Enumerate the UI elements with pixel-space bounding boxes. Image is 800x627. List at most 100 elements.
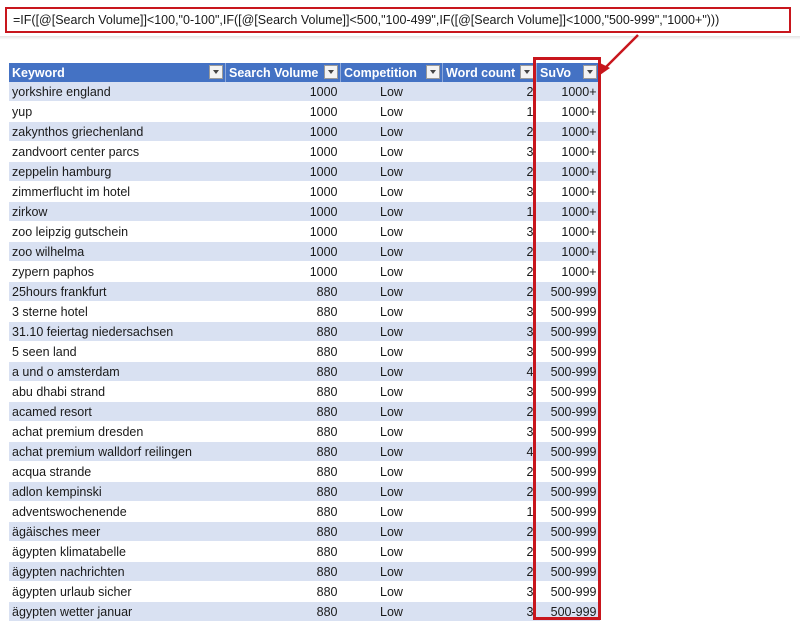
cell-competition[interactable]: Low xyxy=(340,461,443,482)
cell-suvo[interactable]: 500-999 xyxy=(536,541,600,562)
cell-keyword[interactable]: yorkshire england xyxy=(9,82,226,102)
cell-competition[interactable]: Low xyxy=(340,501,443,522)
cell-search-volume[interactable]: 1000 xyxy=(225,221,341,242)
cell-suvo[interactable]: 500-999 xyxy=(536,421,600,442)
cell-suvo[interactable]: 1000+ xyxy=(536,101,600,122)
cell-search-volume[interactable]: 880 xyxy=(225,601,341,622)
cell-keyword[interactable]: zirkow xyxy=(9,201,226,222)
cell-competition[interactable]: Low xyxy=(340,381,443,402)
cell-suvo[interactable]: 1000+ xyxy=(536,221,600,242)
cell-keyword[interactable]: ägypten urlaub sicher xyxy=(9,581,226,602)
formula-bar[interactable]: =IF([@[Search Volume]]<100,"0-100",IF([@… xyxy=(5,7,791,33)
cell-competition[interactable]: Low xyxy=(340,181,443,202)
cell-keyword[interactable]: yup xyxy=(9,101,226,122)
cell-word-count[interactable]: 2 xyxy=(442,161,537,182)
cell-word-count[interactable]: 3 xyxy=(442,601,537,622)
cell-keyword[interactable]: 5 seen land xyxy=(9,341,226,362)
cell-keyword[interactable]: adlon kempinski xyxy=(9,481,226,502)
cell-word-count[interactable]: 4 xyxy=(442,441,537,462)
cell-competition[interactable]: Low xyxy=(340,101,443,122)
cell-word-count[interactable]: 3 xyxy=(442,341,537,362)
cell-search-volume[interactable]: 1000 xyxy=(225,82,341,102)
cell-suvo[interactable]: 500-999 xyxy=(536,301,600,322)
cell-keyword[interactable]: zoo leipzig gutschein xyxy=(9,221,226,242)
cell-word-count[interactable]: 2 xyxy=(442,481,537,502)
cell-competition[interactable]: Low xyxy=(340,581,443,602)
cell-keyword[interactable]: acqua strande xyxy=(9,461,226,482)
cell-competition[interactable]: Low xyxy=(340,341,443,362)
cell-suvo[interactable]: 500-999 xyxy=(536,601,600,622)
cell-word-count[interactable]: 3 xyxy=(442,141,537,162)
cell-search-volume[interactable]: 1000 xyxy=(225,181,341,202)
cell-word-count[interactable]: 2 xyxy=(442,521,537,542)
cell-word-count[interactable]: 1 xyxy=(442,201,537,222)
cell-keyword[interactable]: adventswochenende xyxy=(9,501,226,522)
cell-competition[interactable]: Low xyxy=(340,521,443,542)
cell-word-count[interactable]: 2 xyxy=(442,541,537,562)
cell-suvo[interactable]: 500-999 xyxy=(536,281,600,302)
cell-keyword[interactable]: ägäisches meer xyxy=(9,521,226,542)
cell-search-volume[interactable]: 880 xyxy=(225,321,341,342)
cell-competition[interactable]: Low xyxy=(340,601,443,622)
cell-word-count[interactable]: 2 xyxy=(442,82,537,102)
cell-search-volume[interactable]: 880 xyxy=(225,441,341,462)
cell-word-count[interactable]: 1 xyxy=(442,101,537,122)
cell-word-count[interactable]: 3 xyxy=(442,381,537,402)
cell-search-volume[interactable]: 880 xyxy=(225,281,341,302)
filter-dropdown-icon[interactable] xyxy=(324,65,338,79)
cell-search-volume[interactable]: 880 xyxy=(225,461,341,482)
filter-dropdown-icon[interactable] xyxy=(426,65,440,79)
cell-search-volume[interactable]: 1000 xyxy=(225,241,341,262)
cell-search-volume[interactable]: 1000 xyxy=(225,101,341,122)
cell-competition[interactable]: Low xyxy=(340,201,443,222)
cell-suvo[interactable]: 500-999 xyxy=(536,361,600,382)
cell-suvo[interactable]: 500-999 xyxy=(536,461,600,482)
cell-competition[interactable]: Low xyxy=(340,241,443,262)
cell-keyword[interactable]: 25hours frankfurt xyxy=(9,281,226,302)
cell-competition[interactable]: Low xyxy=(340,82,443,102)
cell-word-count[interactable]: 2 xyxy=(442,281,537,302)
cell-search-volume[interactable]: 880 xyxy=(225,481,341,502)
cell-competition[interactable]: Low xyxy=(340,121,443,142)
cell-suvo[interactable]: 1000+ xyxy=(536,161,600,182)
cell-suvo[interactable]: 500-999 xyxy=(536,381,600,402)
cell-search-volume[interactable]: 880 xyxy=(225,381,341,402)
filter-dropdown-icon[interactable] xyxy=(520,65,534,79)
cell-word-count[interactable]: 3 xyxy=(442,321,537,342)
cell-suvo[interactable]: 500-999 xyxy=(536,321,600,342)
cell-keyword[interactable]: achat premium walldorf reilingen xyxy=(9,441,226,462)
cell-word-count[interactable]: 3 xyxy=(442,181,537,202)
cell-competition[interactable]: Low xyxy=(340,561,443,582)
cell-search-volume[interactable]: 880 xyxy=(225,421,341,442)
cell-word-count[interactable]: 3 xyxy=(442,421,537,442)
cell-keyword[interactable]: zoo wilhelma xyxy=(9,241,226,262)
cell-competition[interactable]: Low xyxy=(340,141,443,162)
cell-word-count[interactable]: 1 xyxy=(442,501,537,522)
filter-dropdown-icon[interactable] xyxy=(209,65,223,79)
cell-search-volume[interactable]: 880 xyxy=(225,301,341,322)
cell-word-count[interactable]: 3 xyxy=(442,301,537,322)
filter-dropdown-icon[interactable] xyxy=(583,65,597,79)
cell-keyword[interactable]: zimmerflucht im hotel xyxy=(9,181,226,202)
cell-suvo[interactable]: 1000+ xyxy=(536,82,600,102)
cell-word-count[interactable]: 2 xyxy=(442,561,537,582)
cell-search-volume[interactable]: 880 xyxy=(225,561,341,582)
cell-search-volume[interactable]: 1000 xyxy=(225,161,341,182)
cell-keyword[interactable]: zeppelin hamburg xyxy=(9,161,226,182)
cell-competition[interactable]: Low xyxy=(340,361,443,382)
cell-keyword[interactable]: achat premium dresden xyxy=(9,421,226,442)
cell-search-volume[interactable]: 880 xyxy=(225,361,341,382)
cell-competition[interactable]: Low xyxy=(340,321,443,342)
cell-keyword[interactable]: ägypten wetter januar xyxy=(9,601,226,622)
cell-word-count[interactable]: 3 xyxy=(442,581,537,602)
cell-suvo[interactable]: 500-999 xyxy=(536,441,600,462)
cell-suvo[interactable]: 500-999 xyxy=(536,581,600,602)
cell-competition[interactable]: Low xyxy=(340,541,443,562)
cell-word-count[interactable]: 2 xyxy=(442,241,537,262)
cell-keyword[interactable]: zandvoort center parcs xyxy=(9,141,226,162)
cell-suvo[interactable]: 1000+ xyxy=(536,261,600,282)
cell-competition[interactable]: Low xyxy=(340,301,443,322)
cell-competition[interactable]: Low xyxy=(340,421,443,442)
cell-suvo[interactable]: 500-999 xyxy=(536,401,600,422)
cell-competition[interactable]: Low xyxy=(340,401,443,422)
